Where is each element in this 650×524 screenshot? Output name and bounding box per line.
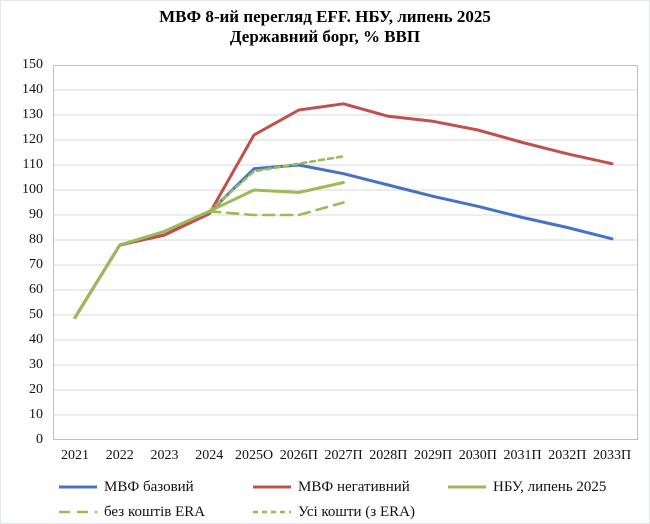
x-tick-label: 2021 xyxy=(61,448,89,463)
x-tick-label: 2024 xyxy=(195,448,224,463)
chart-title: МВФ 8-ий перегляд EFF. НБУ, липень 2025 xyxy=(159,7,491,26)
plot-area xyxy=(53,65,638,440)
y-tick-label: 40 xyxy=(29,332,43,347)
x-tick-label: 2023 xyxy=(150,448,179,463)
x-tick-label: 2031П xyxy=(503,448,542,463)
y-tick-label: 110 xyxy=(22,157,43,172)
x-tick-label: 2025О xyxy=(234,448,274,463)
legend-item-0: МВФ базовий xyxy=(59,478,194,496)
legend-item-3: без коштів ERA xyxy=(59,503,205,521)
legend-label: МВФ негативний xyxy=(298,479,410,495)
x-tick-label: 2032П xyxy=(548,448,587,463)
y-tick-label: 120 xyxy=(22,132,43,147)
legend-label: НБУ, липень 2025 xyxy=(493,479,607,495)
y-tick-label: 10 xyxy=(29,407,43,422)
x-tick-label: 2028П xyxy=(369,448,408,463)
y-tick-label: 90 xyxy=(29,207,43,222)
series-line-2 xyxy=(73,181,345,319)
y-tick-label: 80 xyxy=(29,232,43,247)
y-tick-label: 100 xyxy=(22,182,43,197)
y-tick-label: 140 xyxy=(22,82,43,97)
plot-border xyxy=(53,65,638,440)
series-line-3 xyxy=(208,201,345,217)
legend-line-sample xyxy=(253,510,291,514)
legend-item-2: НБУ, липень 2025 xyxy=(448,478,606,496)
series-line-0 xyxy=(73,163,614,319)
x-tick-label: 2033П xyxy=(592,448,632,463)
y-tick-label: 150 xyxy=(22,57,43,72)
chart-canvas xyxy=(53,65,638,440)
legend-line-sample xyxy=(59,485,97,489)
legend-label: без коштів ERA xyxy=(104,504,206,520)
x-tick-label: 2026П xyxy=(279,448,318,463)
series-line-1 xyxy=(73,102,614,319)
y-tick-label: 60 xyxy=(29,282,43,297)
legend-line-sample xyxy=(448,485,486,489)
y-tick-label: 130 xyxy=(22,107,43,122)
y-tick-label: 50 xyxy=(29,307,43,322)
x-tick-label: 2022 xyxy=(105,448,134,463)
legend-label: Усі кошти (з ERA) xyxy=(298,504,415,520)
y-tick-label: 70 xyxy=(29,257,43,272)
legend-line-sample xyxy=(253,485,291,489)
y-tick-label: 20 xyxy=(29,382,43,397)
series-line-4 xyxy=(208,155,345,213)
title-block: МВФ 8-ий перегляд EFF. НБУ, липень 2025 … xyxy=(1,7,649,47)
legend-line-sample xyxy=(59,510,97,514)
x-tick-label: 2027П xyxy=(324,448,363,463)
legend-item-4: Усі кошти (з ERA) xyxy=(253,503,415,521)
legend-label: МВФ базовий xyxy=(104,479,194,495)
x-tick-label: 2030П xyxy=(458,448,497,463)
x-tick-label: 2029П xyxy=(413,448,453,463)
chart-subtitle: Державний борг, % ВВП xyxy=(229,27,421,46)
legend-item-1: МВФ негативний xyxy=(253,478,410,496)
y-tick-label: 30 xyxy=(29,357,43,372)
y-tick-label: 0 xyxy=(36,432,43,447)
